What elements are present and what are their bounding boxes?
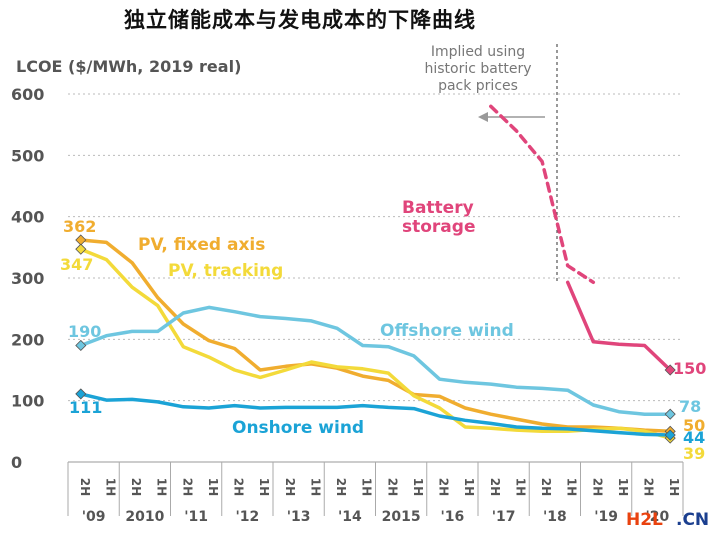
y-axis-label: LCOE ($/MWh, 2019 real) <box>16 57 241 76</box>
y-tick-label: 100 <box>11 392 44 411</box>
x-tick-label: 1H <box>411 478 425 496</box>
data-point-marker <box>76 340 86 350</box>
x-tick-label: 2H <box>180 478 194 496</box>
x-tick-label: 2H <box>437 478 451 496</box>
series-label: Offshore wind <box>380 321 514 341</box>
series-label: Onshore wind <box>232 418 364 438</box>
data-point-marker <box>76 244 86 254</box>
data-label: 190 <box>68 322 101 341</box>
series-label: PV, fixed axis <box>138 235 265 255</box>
x-tick-label: 1H <box>360 478 374 496</box>
data-label: 150 <box>673 359 706 378</box>
y-tick-label: 500 <box>11 146 44 165</box>
x-year-label: '11 <box>184 509 208 525</box>
x-axis: 2H 1H 2H 1H 2H 1H 2H 1H 2H 1H 2H 1H 2H 1H 2H 1H 2H 1H 2H 1H… <box>68 462 683 525</box>
x-year-label: '16 <box>440 509 464 525</box>
x-tick-label: 1H <box>513 478 527 496</box>
annotation-arrow <box>478 112 545 122</box>
x-tick-label: 1H <box>462 478 476 496</box>
y-tick-label: 400 <box>11 208 44 227</box>
x-year-label: '17 <box>492 509 516 525</box>
watermark-h2l: H2L <box>626 510 663 530</box>
annotation-line: pack prices <box>438 78 518 94</box>
x-year-label: '09 <box>82 509 106 525</box>
series-line <box>568 282 671 370</box>
data-point-marker <box>76 235 86 245</box>
x-tick-label: 2H <box>283 478 297 496</box>
series-labels: PV, fixed axis PV, tracking Offshore wind O… <box>138 198 514 438</box>
data-label: 39 <box>683 444 705 463</box>
x-tick-label: 2H <box>488 478 502 496</box>
x-tick-label: 2H <box>642 478 656 496</box>
x-tick-label: 1H <box>155 478 169 496</box>
annotation-line: historic battery <box>424 61 531 77</box>
y-tick-label: 0 <box>11 453 22 472</box>
y-tick-label: 300 <box>11 269 44 288</box>
data-point-marker <box>665 409 675 419</box>
x-tick-label: 2H <box>334 478 348 496</box>
data-label: 347 <box>60 255 93 274</box>
x-tick-label: 2H <box>129 478 143 496</box>
y-tick-label: 600 <box>11 85 44 104</box>
data-label: 78 <box>679 397 701 416</box>
series-line <box>81 307 670 414</box>
x-tick-label: 1H <box>257 478 271 496</box>
watermark-cn: .CN <box>676 510 709 530</box>
x-year-label: 2015 <box>382 509 421 525</box>
x-tick-label: 2H <box>232 478 246 496</box>
x-year-label: '12 <box>235 509 259 525</box>
x-year-label: '19 <box>594 509 618 525</box>
data-label: 111 <box>69 398 102 417</box>
x-tick-label: 2H <box>590 478 604 496</box>
x-tick-label: 2H <box>78 478 92 496</box>
series-markers <box>76 235 675 443</box>
x-tick-label: 1H <box>206 478 220 496</box>
x-year-label: '13 <box>287 509 311 525</box>
series-label: PV, tracking <box>168 261 283 281</box>
series-label: Battery <box>402 198 474 218</box>
x-tick-label: 1H <box>667 478 681 496</box>
y-tick-label: 200 <box>11 330 44 349</box>
x-tick-label: 1H <box>616 478 630 496</box>
x-year-label: '18 <box>543 509 567 525</box>
annotation-line: Implied using <box>431 44 525 60</box>
x-tick-label: 1H <box>565 478 579 496</box>
x-tick-label: 2H <box>539 478 553 496</box>
x-year-label: 2010 <box>125 509 164 525</box>
lcoe-line-chart: 0 100 200 300 400 500 600 LCOE ($/MWh, 2019 re… <box>0 0 720 541</box>
y-tick-labels: 0 100 200 300 400 500 600 <box>11 85 44 472</box>
series-label: storage <box>402 217 475 237</box>
series-line <box>491 106 594 282</box>
x-tick-label: 1H <box>103 478 117 496</box>
data-label: 362 <box>63 217 96 236</box>
x-year-label: '14 <box>338 509 362 525</box>
x-tick-label: 1H <box>308 478 322 496</box>
x-tick-label: 2H <box>385 478 399 496</box>
